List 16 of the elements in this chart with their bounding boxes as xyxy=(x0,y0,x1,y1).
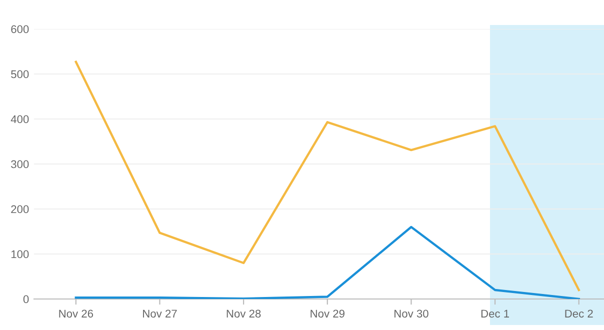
x-tick-label: Dec 1 xyxy=(481,310,509,318)
y-tick-label: 200 xyxy=(11,205,29,214)
x-tick-label: Nov 26 xyxy=(59,310,94,318)
x-tick-label: Nov 29 xyxy=(310,310,344,318)
line-series xyxy=(74,60,580,292)
y-tick-label: 0 xyxy=(23,295,29,304)
y-tick-label: 300 xyxy=(11,160,29,168)
x-tick-label: Nov 30 xyxy=(394,310,428,318)
x-tick-label: Nov 27 xyxy=(143,310,177,318)
line-series xyxy=(74,226,580,299)
y-tick-label: 600 xyxy=(11,25,29,34)
x-tick-label: Nov 28 xyxy=(226,310,261,318)
x-tick-label: Dec 2 xyxy=(565,310,593,318)
y-tick-label: 500 xyxy=(11,70,29,78)
y-tick-label: 100 xyxy=(11,250,29,258)
y-tick-label: 400 xyxy=(10,115,29,124)
